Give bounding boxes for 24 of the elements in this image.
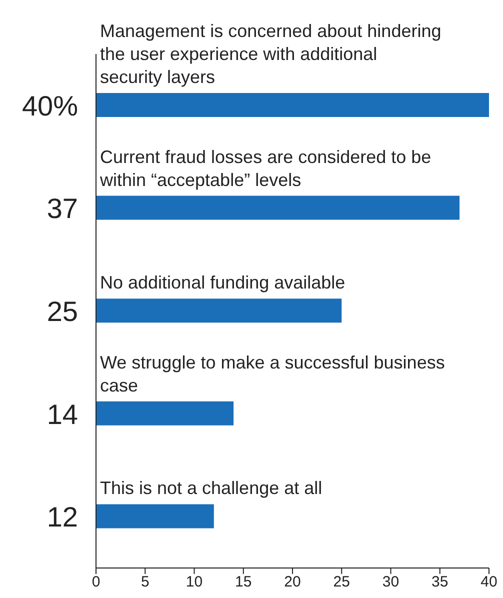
x-tick-label: 10 bbox=[186, 574, 203, 591]
data-label: 25 bbox=[46, 296, 78, 327]
y-tick-label: Current fraud losses are considered to be within “acceptable” levels bbox=[99, 146, 432, 190]
x-tick-label: 20 bbox=[284, 574, 301, 591]
bar bbox=[96, 401, 234, 426]
y-tick-label: We struggle to make a successful business case bbox=[100, 352, 445, 396]
y-tick-label: No additional funding available bbox=[100, 272, 346, 293]
x-tick-label: 35 bbox=[432, 574, 448, 591]
x-tick-label: 40 bbox=[480, 574, 498, 591]
data-label: 40% bbox=[22, 90, 78, 122]
x-tick-label: 30 bbox=[382, 574, 400, 591]
x-tick-label: 5 bbox=[140, 574, 150, 591]
y-tick-label: Management is concerned about hindering the user experience with additional security layers bbox=[100, 21, 442, 87]
x-tick-label: 25 bbox=[333, 574, 350, 591]
bar bbox=[96, 196, 460, 220]
x-tick-label: 15 bbox=[235, 574, 252, 591]
y-tick-label: This is not a challenge at all bbox=[100, 478, 322, 498]
data-label: 12 bbox=[46, 502, 78, 533]
bar bbox=[96, 504, 214, 528]
bar bbox=[96, 93, 489, 117]
x-tick-label: 0 bbox=[92, 574, 100, 591]
data-label: 14 bbox=[46, 398, 78, 430]
bar bbox=[96, 298, 342, 323]
data-label: 37 bbox=[46, 193, 78, 224]
